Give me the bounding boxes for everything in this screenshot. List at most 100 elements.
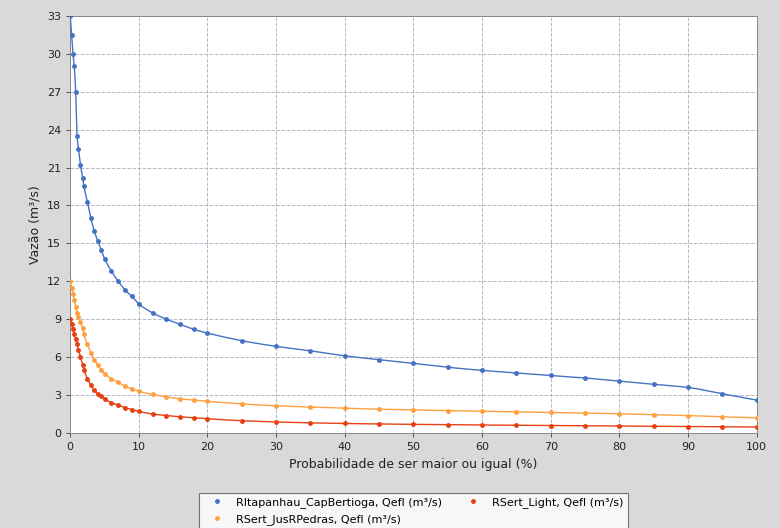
- RSert_JusRPedras, Qefl (m³/s): [71, 304, 80, 310]
- RSert_JusRPedras, Qefl (m³/s): [237, 401, 246, 407]
- RItapanhau_CapBertioga, Qefl (m³/s): [90, 228, 99, 234]
- RSert_JusRPedras, Qefl (m³/s): [97, 366, 106, 373]
- RSert_Light, Qefl (m³/s): [683, 423, 693, 430]
- RSert_Light, Qefl (m³/s): [83, 375, 92, 382]
- RSert_JusRPedras, Qefl (m³/s): [93, 362, 102, 368]
- RItapanhau_CapBertioga, Qefl (m³/s): [512, 370, 521, 376]
- RSert_JusRPedras, Qefl (m³/s): [580, 410, 590, 416]
- RItapanhau_CapBertioga, Qefl (m³/s): [66, 13, 75, 19]
- RItapanhau_CapBertioga, Qefl (m³/s): [374, 356, 384, 363]
- RSert_Light, Qefl (m³/s): [73, 341, 82, 347]
- RSert_Light, Qefl (m³/s): [120, 404, 129, 411]
- RSert_JusRPedras, Qefl (m³/s): [86, 350, 95, 356]
- RItapanhau_CapBertioga, Qefl (m³/s): [80, 183, 89, 190]
- Line: RSert_Light, Qefl (m³/s): RSert_Light, Qefl (m³/s): [69, 317, 758, 429]
- RItapanhau_CapBertioga, Qefl (m³/s): [93, 238, 102, 244]
- RSert_Light, Qefl (m³/s): [134, 408, 144, 414]
- RSert_Light, Qefl (m³/s): [340, 420, 349, 427]
- RSert_JusRPedras, Qefl (m³/s): [718, 413, 727, 420]
- RItapanhau_CapBertioga, Qefl (m³/s): [107, 268, 116, 275]
- RItapanhau_CapBertioga, Qefl (m³/s): [148, 310, 158, 316]
- RSert_JusRPedras, Qefl (m³/s): [100, 370, 109, 376]
- RItapanhau_CapBertioga, Qefl (m³/s): [78, 174, 87, 181]
- RSert_Light, Qefl (m³/s): [374, 421, 384, 427]
- RSert_JusRPedras, Qefl (m³/s): [83, 341, 92, 347]
- RSert_Light, Qefl (m³/s): [161, 412, 171, 419]
- RItapanhau_CapBertioga, Qefl (m³/s): [443, 364, 452, 371]
- RSert_JusRPedras, Qefl (m³/s): [176, 395, 185, 402]
- RSert_Light, Qefl (m³/s): [107, 400, 116, 406]
- RItapanhau_CapBertioga, Qefl (m³/s): [67, 32, 76, 38]
- RSert_JusRPedras, Qefl (m³/s): [127, 385, 136, 392]
- RSert_Light, Qefl (m³/s): [580, 422, 590, 429]
- RItapanhau_CapBertioga, Qefl (m³/s): [237, 337, 246, 344]
- RItapanhau_CapBertioga, Qefl (m³/s): [73, 133, 82, 139]
- RSert_JusRPedras, Qefl (m³/s): [649, 411, 658, 418]
- RSert_JusRPedras, Qefl (m³/s): [409, 407, 418, 413]
- RItapanhau_CapBertioga, Qefl (m³/s): [114, 278, 123, 285]
- RSert_JusRPedras, Qefl (m³/s): [69, 291, 78, 297]
- RItapanhau_CapBertioga, Qefl (m³/s): [409, 360, 418, 366]
- RSert_Light, Qefl (m³/s): [69, 326, 78, 333]
- RSert_JusRPedras, Qefl (m³/s): [76, 318, 85, 325]
- RItapanhau_CapBertioga, Qefl (m³/s): [74, 145, 83, 152]
- RItapanhau_CapBertioga, Qefl (m³/s): [86, 215, 95, 221]
- RSert_Light, Qefl (m³/s): [97, 393, 106, 400]
- RItapanhau_CapBertioga, Qefl (m³/s): [71, 89, 80, 95]
- Legend: RItapanhau_CapBertioga, Qefl (m³/s), RSert_JusRPedras, Qefl (m³/s), RSert_Light,: RItapanhau_CapBertioga, Qefl (m³/s), RSe…: [199, 493, 628, 528]
- RSert_JusRPedras, Qefl (m³/s): [67, 285, 76, 291]
- RSert_Light, Qefl (m³/s): [80, 366, 89, 373]
- RItapanhau_CapBertioga, Qefl (m³/s): [161, 316, 171, 323]
- RSert_JusRPedras, Qefl (m³/s): [189, 397, 198, 403]
- RItapanhau_CapBertioga, Qefl (m³/s): [306, 347, 315, 354]
- RSert_JusRPedras, Qefl (m³/s): [74, 314, 83, 320]
- RSert_JusRPedras, Qefl (m³/s): [271, 403, 281, 409]
- RSert_JusRPedras, Qefl (m³/s): [615, 411, 624, 417]
- RSert_JusRPedras, Qefl (m³/s): [443, 408, 452, 414]
- RSert_Light, Qefl (m³/s): [127, 407, 136, 413]
- RItapanhau_CapBertioga, Qefl (m³/s): [69, 63, 79, 70]
- RItapanhau_CapBertioga, Qefl (m³/s): [97, 247, 106, 253]
- RItapanhau_CapBertioga, Qefl (m³/s): [189, 326, 198, 333]
- RSert_Light, Qefl (m³/s): [512, 422, 521, 428]
- RSert_JusRPedras, Qefl (m³/s): [107, 375, 116, 382]
- RSert_JusRPedras, Qefl (m³/s): [512, 409, 521, 415]
- RItapanhau_CapBertioga, Qefl (m³/s): [127, 293, 136, 299]
- RSert_Light, Qefl (m³/s): [752, 424, 761, 430]
- RItapanhau_CapBertioga, Qefl (m³/s): [69, 51, 78, 57]
- RSert_JusRPedras, Qefl (m³/s): [114, 379, 123, 385]
- RItapanhau_CapBertioga, Qefl (m³/s): [340, 353, 349, 359]
- RSert_Light, Qefl (m³/s): [71, 336, 80, 343]
- RSert_Light, Qefl (m³/s): [114, 402, 123, 408]
- RSert_JusRPedras, Qefl (m³/s): [66, 278, 75, 285]
- RSert_JusRPedras, Qefl (m³/s): [203, 398, 212, 404]
- RSert_Light, Qefl (m³/s): [409, 421, 418, 428]
- RItapanhau_CapBertioga, Qefl (m³/s): [752, 397, 761, 403]
- RSert_JusRPedras, Qefl (m³/s): [340, 405, 349, 411]
- RItapanhau_CapBertioga, Qefl (m³/s): [718, 391, 727, 397]
- RItapanhau_CapBertioga, Qefl (m³/s): [546, 372, 555, 379]
- RSert_Light, Qefl (m³/s): [443, 421, 452, 428]
- RSert_Light, Qefl (m³/s): [67, 321, 76, 327]
- RSert_JusRPedras, Qefl (m³/s): [80, 331, 89, 337]
- RSert_Light, Qefl (m³/s): [78, 362, 87, 368]
- RSert_JusRPedras, Qefl (m³/s): [148, 391, 158, 398]
- RItapanhau_CapBertioga, Qefl (m³/s): [76, 162, 85, 168]
- RSert_JusRPedras, Qefl (m³/s): [683, 412, 693, 419]
- RItapanhau_CapBertioga, Qefl (m³/s): [176, 321, 185, 327]
- RItapanhau_CapBertioga, Qefl (m³/s): [615, 378, 624, 384]
- RSert_JusRPedras, Qefl (m³/s): [752, 414, 761, 421]
- RSert_JusRPedras, Qefl (m³/s): [374, 406, 384, 412]
- RItapanhau_CapBertioga, Qefl (m³/s): [120, 287, 129, 293]
- RSert_Light, Qefl (m³/s): [176, 413, 185, 420]
- RSert_JusRPedras, Qefl (m³/s): [477, 408, 487, 414]
- RSert_Light, Qefl (m³/s): [86, 382, 95, 388]
- RSert_Light, Qefl (m³/s): [477, 422, 487, 428]
- RSert_Light, Qefl (m³/s): [69, 331, 79, 337]
- RItapanhau_CapBertioga, Qefl (m³/s): [580, 375, 590, 381]
- RSert_Light, Qefl (m³/s): [189, 414, 198, 421]
- RSert_Light, Qefl (m³/s): [74, 346, 83, 353]
- RSert_JusRPedras, Qefl (m³/s): [134, 388, 144, 394]
- RSert_JusRPedras, Qefl (m³/s): [73, 310, 82, 316]
- RSert_Light, Qefl (m³/s): [306, 420, 315, 426]
